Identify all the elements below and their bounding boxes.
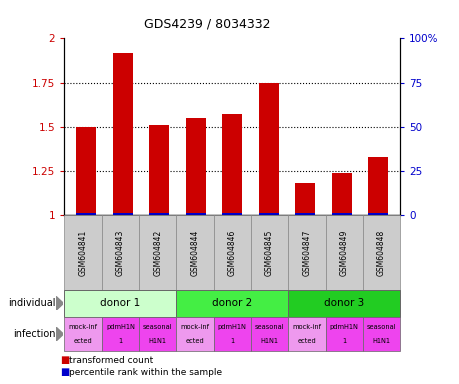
Bar (222, 114, 242, 215)
Text: GDS4239 / 8034332: GDS4239 / 8034332 (143, 17, 270, 30)
Bar (112, 213, 133, 215)
Bar (258, 213, 278, 215)
Text: mock-inf: mock-inf (292, 324, 321, 330)
Bar (258, 83, 278, 215)
Text: ected: ected (73, 338, 92, 344)
Text: pdmH1N: pdmH1N (329, 324, 358, 330)
Text: percentile rank within the sample: percentile rank within the sample (69, 368, 222, 377)
Text: ■: ■ (60, 355, 69, 365)
Text: H1N1: H1N1 (372, 338, 390, 344)
Text: GSM604848: GSM604848 (376, 229, 385, 276)
Text: donor 1: donor 1 (100, 298, 140, 308)
Bar (222, 213, 242, 215)
Bar (331, 213, 351, 215)
Text: GSM604844: GSM604844 (190, 229, 199, 276)
Text: GSM604847: GSM604847 (302, 229, 311, 276)
Text: donor 3: donor 3 (324, 298, 364, 308)
Text: 1: 1 (341, 338, 346, 344)
Text: ected: ected (297, 338, 316, 344)
Bar (295, 213, 315, 215)
Text: GSM604841: GSM604841 (78, 229, 87, 276)
Text: H1N1: H1N1 (260, 338, 278, 344)
Bar (331, 173, 351, 215)
Text: GSM604846: GSM604846 (227, 229, 236, 276)
Bar (368, 213, 387, 215)
Bar (185, 118, 205, 215)
Polygon shape (56, 327, 63, 341)
Text: ected: ected (185, 338, 204, 344)
Text: mock-inf: mock-inf (180, 324, 209, 330)
Polygon shape (56, 296, 63, 310)
Bar (149, 125, 169, 215)
Text: 1: 1 (230, 338, 234, 344)
Text: transformed count: transformed count (69, 356, 153, 365)
Text: H1N1: H1N1 (148, 338, 166, 344)
Bar (368, 157, 387, 215)
Text: 1: 1 (118, 338, 122, 344)
Bar (185, 213, 205, 215)
Bar (76, 127, 96, 215)
Text: seasonal: seasonal (143, 324, 172, 330)
Text: ■: ■ (60, 367, 69, 377)
Text: GSM604845: GSM604845 (264, 229, 274, 276)
Text: seasonal: seasonal (254, 324, 284, 330)
Text: infection: infection (13, 329, 55, 339)
Text: GSM604842: GSM604842 (153, 229, 162, 276)
Text: individual: individual (8, 298, 55, 308)
Text: GSM604843: GSM604843 (116, 229, 124, 276)
Text: mock-inf: mock-inf (68, 324, 97, 330)
Text: seasonal: seasonal (366, 324, 396, 330)
Text: GSM604849: GSM604849 (339, 229, 348, 276)
Text: pdmH1N: pdmH1N (218, 324, 246, 330)
Bar (76, 213, 96, 215)
Text: donor 2: donor 2 (212, 298, 252, 308)
Text: pdmH1N: pdmH1N (106, 324, 134, 330)
Bar (149, 213, 169, 215)
Bar (295, 183, 315, 215)
Bar (112, 53, 133, 215)
